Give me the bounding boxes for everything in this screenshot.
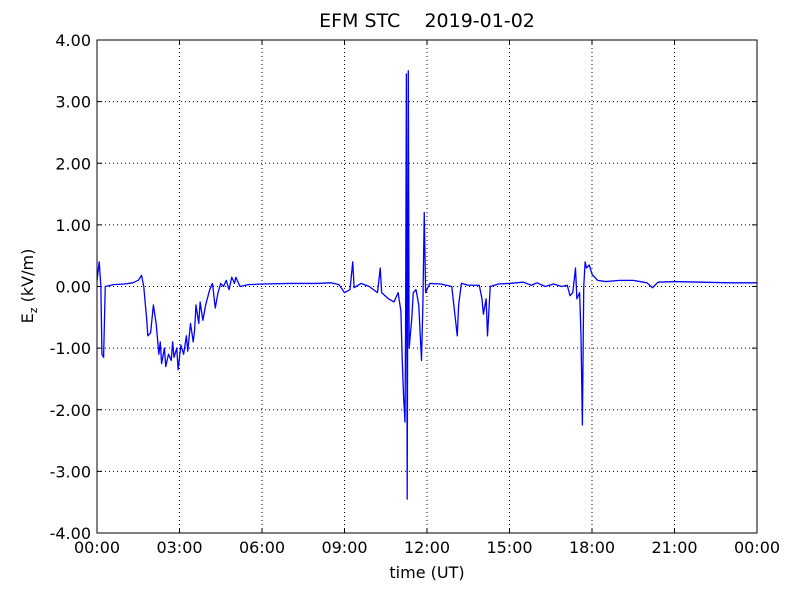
y-label-main: E: [18, 313, 37, 323]
x-axis-label: time (UT): [389, 563, 464, 582]
y-tick-label: -2.00: [50, 401, 91, 420]
y-axis-label: Ez (kV/m): [18, 249, 40, 324]
x-tick-label: 18:00: [569, 538, 615, 557]
x-tick-label: 15:00: [486, 538, 532, 557]
x-tick-label: 03:00: [156, 538, 202, 557]
x-tick-label: 21:00: [651, 538, 697, 557]
y-tick-label: 3.00: [55, 93, 91, 112]
y-tick-label: -4.00: [50, 524, 91, 543]
y-label-sub: z: [27, 307, 40, 313]
y-label-unit: (kV/m): [18, 249, 37, 308]
y-tick-label: 1.00: [55, 216, 91, 235]
x-tick-label: 00:00: [74, 538, 120, 557]
x-tick-label: 12:00: [404, 538, 450, 557]
chart-title: EFM STC 2019-01-02: [319, 10, 535, 32]
y-tick-label: 2.00: [55, 154, 91, 173]
x-tick-label: 06:00: [239, 538, 285, 557]
plot-frame: [96, 39, 758, 534]
y-tick-label: -3.00: [50, 462, 91, 481]
data-line: [96, 70, 757, 500]
y-tick-label: 0.00: [55, 278, 91, 297]
x-tick-label: 00:00: [734, 538, 780, 557]
x-tick-label: 09:00: [321, 538, 367, 557]
y-tick-label: 4.00: [55, 31, 91, 50]
y-tick-label: -1.00: [50, 339, 91, 358]
